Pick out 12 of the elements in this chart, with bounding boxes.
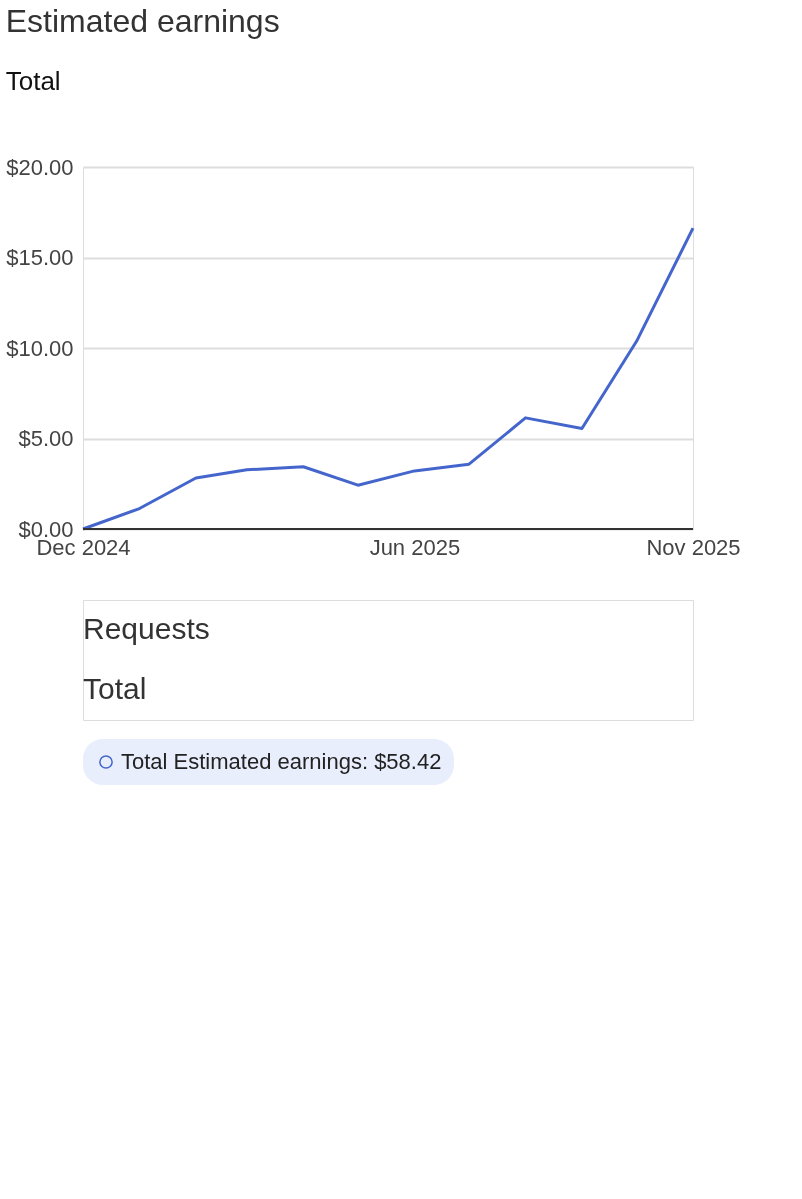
legend-label: Total Estimated earnings: $58.42 xyxy=(121,749,442,774)
y-tick-label: $20.00 xyxy=(6,154,74,180)
y-tick-label: $5.00 xyxy=(18,426,74,451)
x-tick-label: Jun 2025 xyxy=(369,534,461,560)
text: Total xyxy=(83,672,147,705)
y-tick-label: $15.00 xyxy=(6,245,74,270)
chart-subtitle: Total xyxy=(5,66,61,96)
y-tick-label: $10.00 xyxy=(6,335,74,361)
line-series xyxy=(81,226,695,531)
x-tick-label: Nov 2025 xyxy=(646,534,741,560)
text: Requests xyxy=(83,612,210,645)
chart-title: Estimated earnings xyxy=(5,3,280,39)
